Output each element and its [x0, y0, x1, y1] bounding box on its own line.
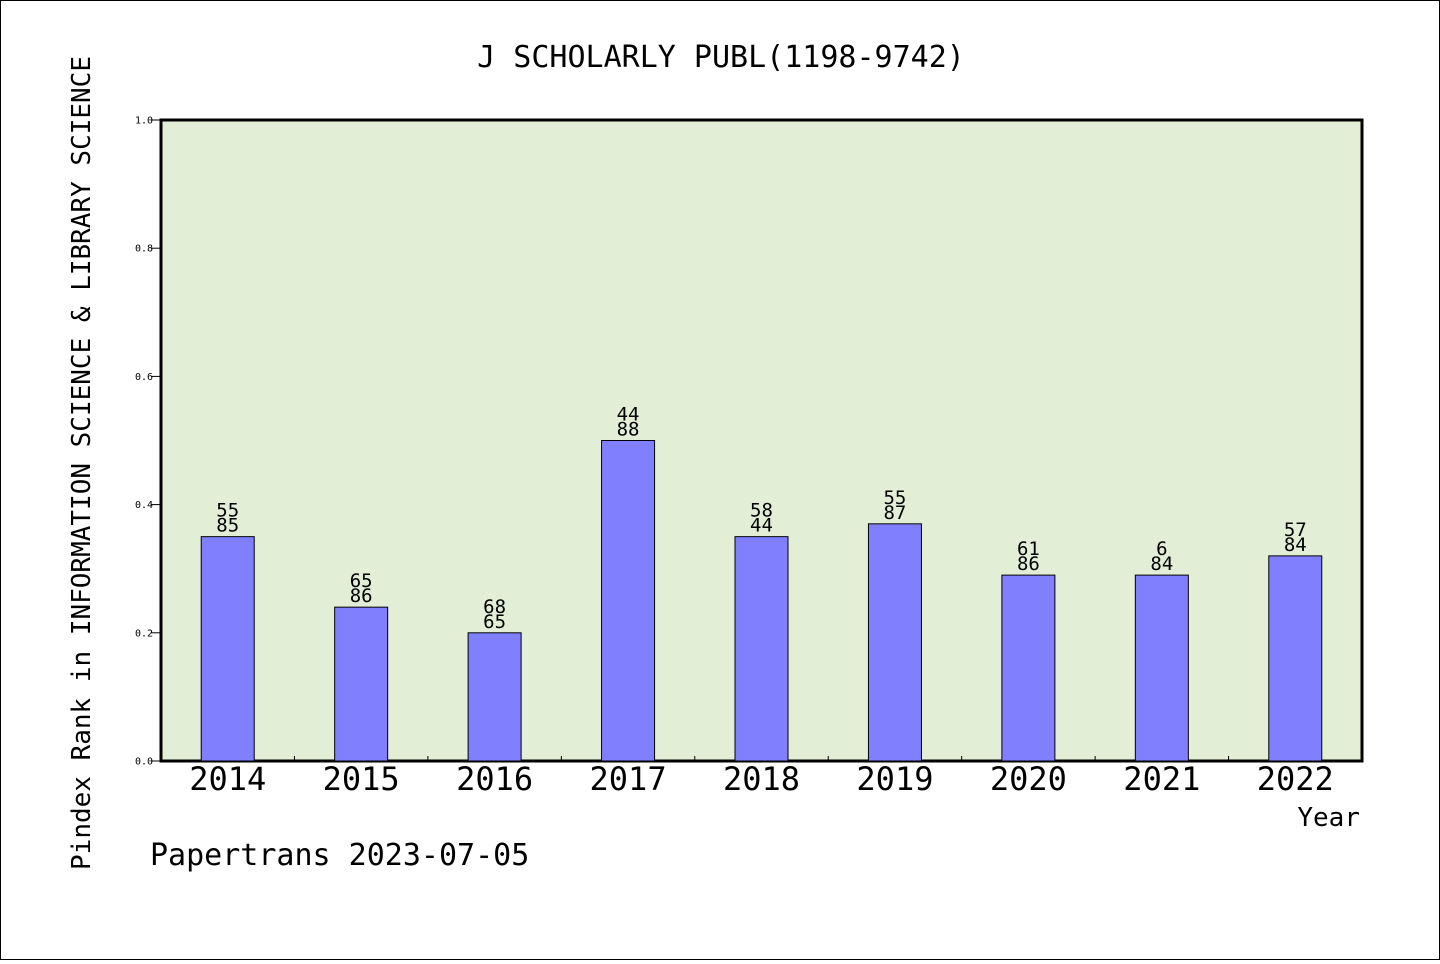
x-axis: 2014 2015 2016 2017 2018 2019 2020 2021 2022: [189, 756, 1334, 798]
y-tick-label: 0.6: [135, 372, 153, 383]
y-tick-label: 0.4: [135, 500, 153, 511]
data-label-top: 44: [617, 404, 640, 426]
footer-source: Papertrans 2023-07-05: [150, 838, 529, 873]
data-label-bottom: 87: [883, 502, 906, 524]
data-label-top: 55: [216, 500, 239, 522]
x-tick-label: 2017: [590, 760, 667, 798]
y-tick-label: 0.0: [135, 757, 153, 768]
data-label-top: 68: [483, 596, 506, 618]
x-tick-label: 2014: [189, 760, 266, 798]
bar: [867, 523, 922, 762]
x-axis-label: Year: [1297, 803, 1360, 833]
y-tick-label: 1.0: [135, 116, 153, 127]
y-tick-label: 0.2: [135, 628, 153, 639]
data-label-bottom: 84: [1284, 534, 1307, 556]
x-tick-label: 2021: [1123, 760, 1200, 798]
data-label-top: 58: [750, 500, 773, 522]
data-label-bottom: 85: [216, 515, 239, 537]
data-label-top: 6: [1156, 538, 1167, 560]
bars-group: [200, 440, 1323, 762]
x-tick-label: 2015: [323, 760, 400, 798]
y-tick-label: 0.8: [135, 244, 153, 255]
bar: [334, 606, 389, 762]
y-axis: 0.0 0.2 0.4 0.6 0.8 1.0: [135, 116, 161, 768]
bar: [467, 632, 522, 762]
data-label-bottom: 88: [617, 419, 640, 441]
data-label-bottom: 65: [483, 611, 506, 633]
x-tick-label: 2018: [723, 760, 800, 798]
bar: [734, 536, 789, 762]
data-label-top: 61: [1017, 538, 1040, 560]
data-label-top: 57: [1284, 519, 1307, 541]
bar: [1001, 574, 1056, 762]
y-axis-label: Pindex Rank in INFORMATION SCIENCE & LIB…: [67, 56, 97, 870]
bar: [601, 440, 656, 762]
x-tick-label: 2020: [990, 760, 1067, 798]
x-tick-label: 2019: [856, 760, 933, 798]
data-label-bottom: 84: [1150, 553, 1173, 575]
data-label-bottom: 44: [750, 515, 773, 537]
bar: [1268, 555, 1323, 762]
data-label-top: 55: [883, 487, 906, 509]
bar: [1134, 574, 1189, 762]
data-label-bottom: 86: [1017, 553, 1040, 575]
bar: [200, 536, 255, 762]
x-tick-label: 2022: [1257, 760, 1334, 798]
data-label-top: 65: [350, 570, 373, 592]
data-label-bottom: 86: [350, 585, 373, 607]
chart-title: J SCHOLARLY PUBL(1198-9742): [477, 40, 965, 75]
x-tick-label: 2016: [456, 760, 533, 798]
